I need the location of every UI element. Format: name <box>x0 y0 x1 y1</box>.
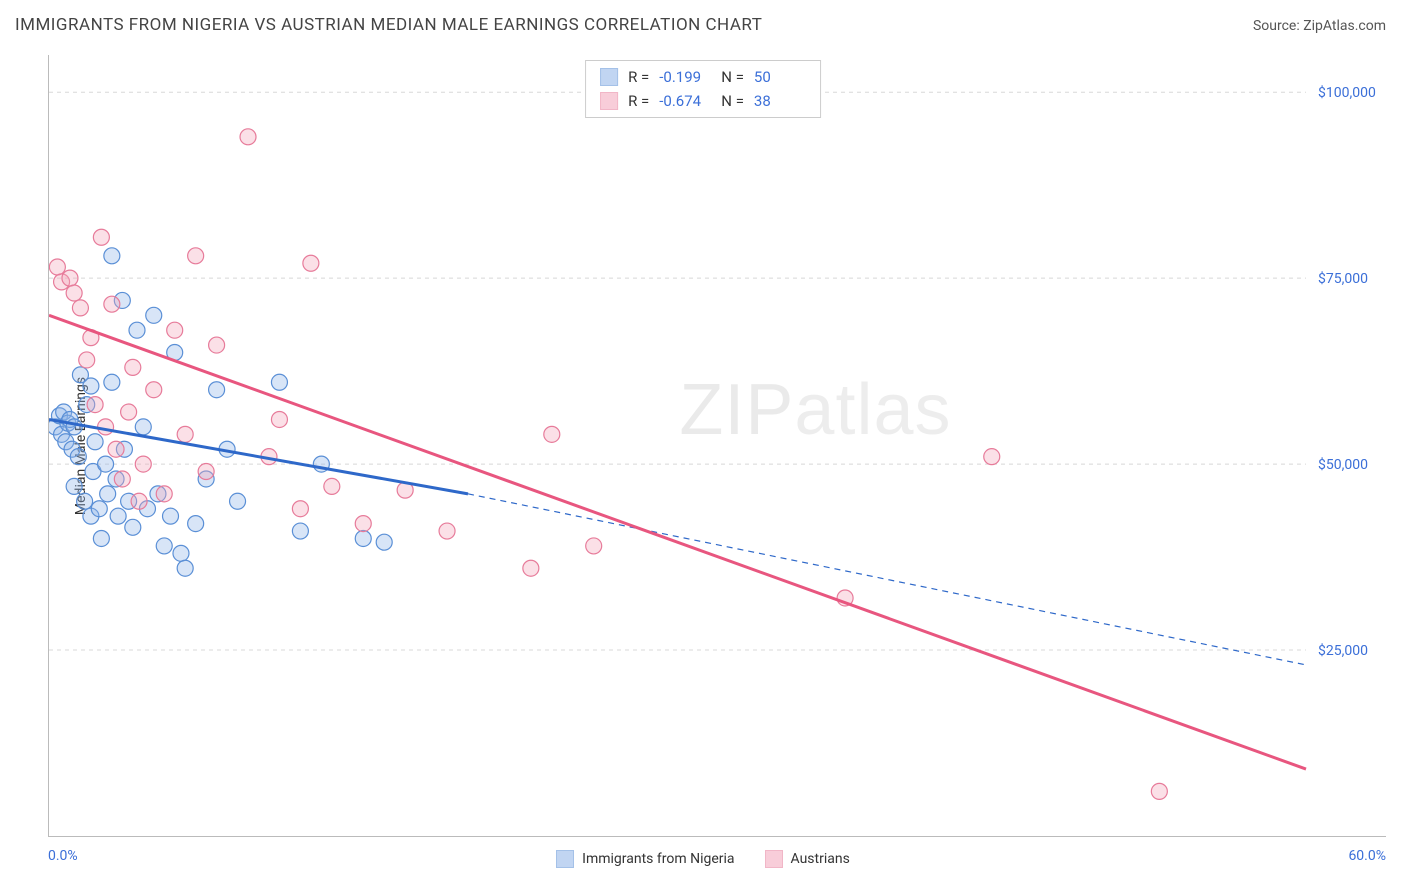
point-nigeria <box>70 449 86 465</box>
point-nigeria <box>146 307 162 323</box>
point-nigeria <box>163 508 179 524</box>
point-austrians <box>1151 783 1167 799</box>
point-austrians <box>72 300 88 316</box>
point-nigeria <box>355 530 371 546</box>
point-nigeria <box>104 248 120 264</box>
point-nigeria <box>98 456 114 472</box>
point-nigeria <box>177 560 193 576</box>
point-nigeria <box>156 538 172 554</box>
point-austrians <box>439 523 455 539</box>
chart-title: IMMIGRANTS FROM NIGERIA VS AUSTRIAN MEDI… <box>15 15 762 35</box>
series-legend: Immigrants from Nigeria Austrians <box>0 850 1406 868</box>
point-nigeria <box>188 516 204 532</box>
r-label: R = <box>628 89 649 113</box>
point-austrians <box>131 493 147 509</box>
point-nigeria <box>66 478 82 494</box>
point-austrians <box>87 397 103 413</box>
source-attribution: Source: ZipAtlas.com <box>1253 18 1386 34</box>
legend-swatch-nigeria <box>556 850 574 868</box>
swatch-nigeria <box>600 68 618 86</box>
point-nigeria <box>87 434 103 450</box>
point-austrians <box>209 337 225 353</box>
point-austrians <box>104 296 120 312</box>
plot-svg: $25,000 $50,000 $75,000 $100,000 <box>49 55 1386 836</box>
point-nigeria <box>135 419 151 435</box>
point-austrians <box>66 285 82 301</box>
r-value-nigeria: -0.199 <box>659 65 711 89</box>
point-nigeria <box>83 378 99 394</box>
source-value: ZipAtlas.com <box>1303 18 1386 34</box>
point-nigeria <box>271 374 287 390</box>
r-label: R = <box>628 65 649 89</box>
point-austrians <box>167 322 183 338</box>
point-austrians <box>355 516 371 532</box>
point-nigeria <box>110 508 126 524</box>
point-nigeria <box>125 519 141 535</box>
point-austrians <box>586 538 602 554</box>
scatter-chart: $25,000 $50,000 $75,000 $100,000 <box>48 55 1386 837</box>
point-nigeria <box>230 493 246 509</box>
point-nigeria <box>93 530 109 546</box>
point-nigeria <box>173 545 189 561</box>
point-austrians <box>79 352 95 368</box>
point-austrians <box>121 404 137 420</box>
point-austrians <box>188 248 204 264</box>
swatch-austrians <box>600 92 618 110</box>
point-austrians <box>324 478 340 494</box>
legend-item-austrians: Austrians <box>765 850 850 868</box>
point-austrians <box>198 464 214 480</box>
corr-row-nigeria: R = -0.199 N = 50 <box>600 65 806 89</box>
corr-row-austrians: R = -0.674 N = 38 <box>600 89 806 113</box>
point-austrians <box>177 426 193 442</box>
trendline-austrians <box>49 315 1306 769</box>
point-nigeria <box>91 501 107 517</box>
point-austrians <box>108 441 124 457</box>
y-tick-label: $50,000 <box>1318 456 1368 473</box>
point-austrians <box>125 359 141 375</box>
y-tick-label: $25,000 <box>1318 642 1368 659</box>
n-label: N = <box>721 65 744 89</box>
point-austrians <box>62 270 78 286</box>
point-nigeria <box>100 486 116 502</box>
r-value-austrians: -0.674 <box>659 89 711 113</box>
legend-label-nigeria: Immigrants from Nigeria <box>582 851 734 867</box>
point-austrians <box>544 426 560 442</box>
y-tick-label: $100,000 <box>1318 84 1376 101</box>
point-austrians <box>271 411 287 427</box>
point-austrians <box>93 229 109 245</box>
point-nigeria <box>77 493 93 509</box>
n-value-austrians: 38 <box>754 89 806 113</box>
point-austrians <box>984 449 1000 465</box>
point-austrians <box>303 255 319 271</box>
legend-swatch-austrians <box>765 850 783 868</box>
point-austrians <box>523 560 539 576</box>
trendline-nigeria-extrapolated <box>468 494 1306 665</box>
y-tick-label: $75,000 <box>1318 270 1368 287</box>
point-nigeria <box>376 534 392 550</box>
point-nigeria <box>66 419 82 435</box>
n-value-nigeria: 50 <box>754 65 806 89</box>
point-nigeria <box>209 382 225 398</box>
point-nigeria <box>129 322 145 338</box>
point-nigeria <box>104 374 120 390</box>
point-austrians <box>98 419 114 435</box>
point-austrians <box>49 259 65 275</box>
legend-label-austrians: Austrians <box>791 851 850 867</box>
legend-item-nigeria: Immigrants from Nigeria <box>556 850 734 868</box>
point-austrians <box>156 486 172 502</box>
correlation-legend: R = -0.199 N = 50 R = -0.674 N = 38 <box>585 60 821 118</box>
point-austrians <box>146 382 162 398</box>
point-nigeria <box>292 523 308 539</box>
point-austrians <box>240 129 256 145</box>
point-austrians <box>114 471 130 487</box>
point-austrians <box>135 456 151 472</box>
point-austrians <box>292 501 308 517</box>
n-label: N = <box>721 89 744 113</box>
source-label: Source: <box>1253 18 1300 34</box>
